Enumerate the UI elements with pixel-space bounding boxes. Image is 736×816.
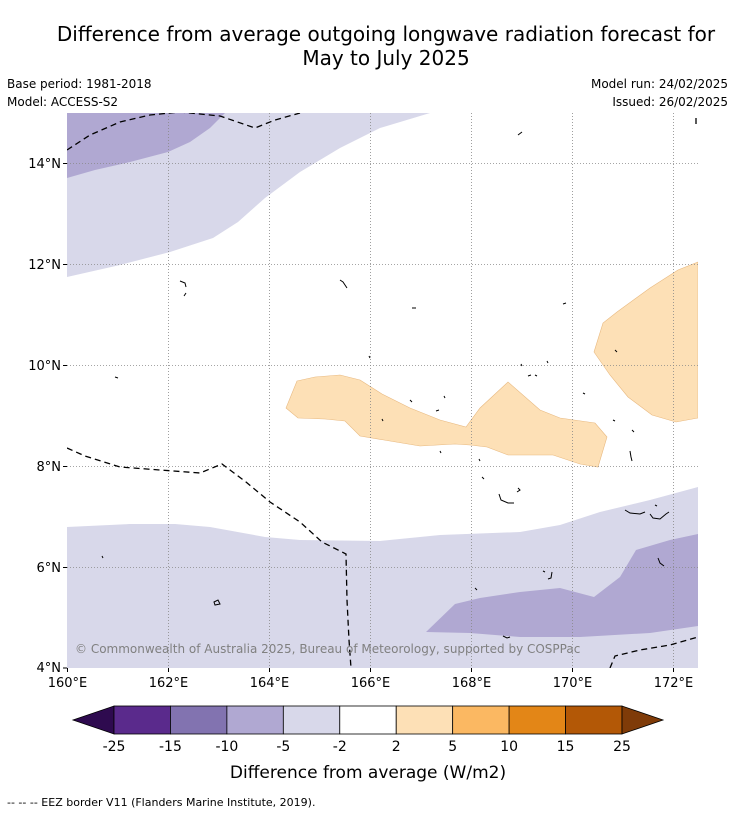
colorbar-tick-label: -2 <box>333 739 347 755</box>
y-tick-label: 10°N <box>28 359 61 374</box>
colorbar-tick-label: 2 <box>392 739 401 755</box>
colorbar: -25 -15 -10 -5 -2 2 5 10 15 25 Difference from av… <box>71 705 665 783</box>
colorbar-swatch <box>452 705 510 735</box>
y-axis-ticks <box>63 163 67 669</box>
x-tick-label: 172°E <box>654 676 694 691</box>
meta-left: Base period: 1981-2018 Model: ACCESS-S2 <box>7 75 152 111</box>
colorbar-swatch <box>395 705 454 735</box>
colorbar-tick-label: 15 <box>557 739 575 755</box>
colorbar-swatch <box>508 705 566 735</box>
meta-right: Model run: 24/02/2025 Issued: 26/02/2025 <box>591 75 728 111</box>
colorbar-swatch <box>282 705 341 735</box>
colorbar-swatches <box>71 705 665 735</box>
colorbar-swatch <box>113 705 171 735</box>
x-tick-label: 164°E <box>250 676 290 691</box>
colorbar-swatch <box>565 705 623 735</box>
colorbar-tick-label: 25 <box>613 739 631 755</box>
map-gridlines <box>67 113 698 668</box>
y-axis-labels: 14°N 12°N 10°N 8°N 6°N 4°N <box>28 157 61 676</box>
issued-date: Issued: 26/02/2025 <box>612 95 728 109</box>
eez-footnote: -- -- -- EEZ border V11 (Flanders Marine… <box>7 796 316 809</box>
anomaly-region-central-light-orange <box>285 374 608 468</box>
x-tick-label: 160°E <box>48 676 88 691</box>
model-name: Model: ACCESS-S2 <box>7 95 119 109</box>
colorbar-title: Difference from average (W/m2) <box>230 763 506 783</box>
colorbar-tick-label: -25 <box>103 739 126 755</box>
map-title: Difference from average outgoing longwav… <box>56 22 716 70</box>
colorbar-swatch <box>226 705 284 735</box>
colorbar-swatch <box>170 705 228 735</box>
x-axis-ticks <box>67 668 674 672</box>
colorbar-swatch <box>339 705 397 735</box>
colorbar-arrow-low <box>71 705 115 735</box>
x-tick-label: 166°E <box>351 676 391 691</box>
y-tick-label: 4°N <box>37 661 62 676</box>
map-panel <box>67 113 698 668</box>
anomaly-region-south-medium <box>426 534 698 637</box>
x-tick-label: 162°E <box>149 676 189 691</box>
y-tick-label: 14°N <box>28 157 61 172</box>
x-axis-labels: 160°E 162°E 164°E 166°E 168°E 170°E 172°… <box>48 676 694 691</box>
model-run: Model run: 24/02/2025 <box>590 77 728 91</box>
x-tick-label: 170°E <box>553 676 593 691</box>
y-tick-label: 12°N <box>28 258 61 273</box>
colorbar-arrow-high <box>621 705 665 735</box>
copyright-notice: © Commonwealth of Australia 2025, Bureau… <box>75 642 580 656</box>
y-tick-label: 8°N <box>37 460 62 475</box>
eez-borders <box>67 113 698 668</box>
colorbar-tick-label: -15 <box>159 739 182 755</box>
colorbar-tick-label: 10 <box>500 739 518 755</box>
y-tick-label: 6°N <box>37 561 62 576</box>
anomaly-region-east-light-orange <box>593 261 698 423</box>
colorbar-tick-label: -5 <box>276 739 290 755</box>
base-period: Base period: 1981-2018 <box>7 77 152 91</box>
island-outlines <box>101 131 670 639</box>
colorbar-tick-label: -10 <box>215 739 238 755</box>
anomaly-region-north-medium <box>67 113 225 178</box>
colorbar-tick-label: 5 <box>448 739 457 755</box>
x-tick-label: 168°E <box>452 676 492 691</box>
colorbar-labels: -25 -15 -10 -5 -2 2 5 10 15 25 <box>103 739 631 755</box>
